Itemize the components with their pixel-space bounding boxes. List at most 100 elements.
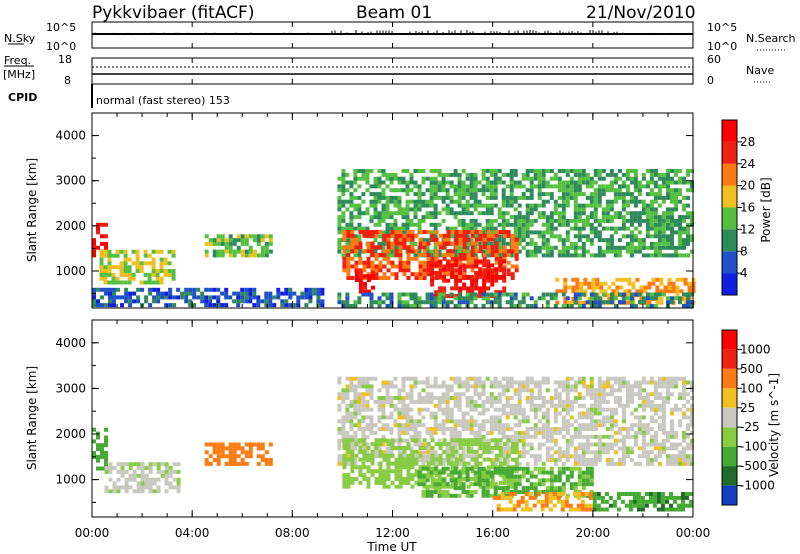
velocity-cell [521,442,526,447]
power-cell [470,278,475,283]
velocity-cell [358,457,363,462]
power-cell [292,291,297,296]
power-cell [494,241,499,246]
power-cell [489,207,494,212]
noise-panel: N.Sky 10^5 10^0 10^5 10^0 N.Search [4,21,796,53]
power-cell [678,300,682,305]
power-cell [354,245,359,250]
velocity-cell [152,462,157,467]
power-cell [224,287,229,292]
velocity-cell [345,454,350,459]
velocity-cell [445,403,450,408]
power-cell [501,192,506,197]
power-cell [490,271,495,275]
power-cell [481,304,486,308]
power-cell [621,199,626,204]
velocity-cell [458,446,463,450]
power-cell [426,268,431,273]
velocity-cell [473,403,478,408]
velocity-cell [421,493,426,498]
power-cell [497,292,502,297]
velocity-cell [441,430,446,435]
power-cell [509,215,514,220]
velocity-cell [401,384,406,389]
power-cell [406,260,411,265]
velocity-cell [144,466,149,470]
power-cell [367,289,371,294]
power-cell [350,276,355,280]
velocity-cell [682,396,686,400]
power-cell [220,303,225,308]
power-cell [454,294,459,299]
power-cell [481,249,486,254]
power-cell [345,207,350,212]
velocity-cell [605,399,610,404]
velocity-cell [425,427,430,431]
velocity-cell [457,461,462,466]
velocity-cell [557,399,562,404]
velocity-cell [661,384,666,389]
power-cell [429,253,434,258]
velocity-cell [517,407,522,412]
power-cell [486,259,491,264]
power-cell [593,169,598,173]
velocity-cell [601,407,606,412]
velocity-cell [641,388,646,393]
velocity-cell [565,446,570,451]
velocity-cell [561,434,566,439]
power-cell [236,295,241,300]
power-cell [647,285,652,290]
power-cell [651,277,656,282]
power-cell [674,222,678,227]
velocity-cell [377,427,382,431]
velocity-cell [617,461,622,466]
power-cell [401,180,406,185]
power-cell [345,172,350,177]
power-cell [575,277,580,282]
power-cell [361,292,366,297]
power-cell [485,195,490,200]
power-cell [629,234,634,239]
power-cell [577,215,582,220]
velocity-cell [481,399,486,404]
power-cell [474,278,479,283]
power-cell [370,245,375,250]
velocity-cell [613,411,618,416]
velocity-cell [413,430,418,435]
power-cell [617,245,622,250]
velocity-cell [132,489,137,494]
power-cell [147,272,152,277]
power-cell [462,272,467,277]
velocity-cell [394,477,399,481]
power-cell [581,169,586,173]
velocity-cell [497,419,502,424]
power-cell [457,296,462,301]
power-cell [653,195,658,200]
power-cell [615,277,620,282]
velocity-cell [366,469,371,474]
power-cell [573,241,578,246]
power-cell [579,300,584,305]
velocity-cell [666,388,670,393]
power-cell [107,257,112,262]
power-cell [465,234,470,239]
power-colorbar-tick-label: 4 [740,266,748,280]
power-cell [139,269,144,273]
velocity-cell [361,461,366,466]
velocity-cell [545,423,550,428]
velocity-cell [104,439,108,444]
power-cell [354,249,359,254]
power-cell [264,303,269,308]
velocity-cell [350,453,355,458]
power-colorbar-tick-label: 16 [740,201,755,215]
power-cell [581,249,586,254]
power-cell [180,295,185,300]
velocity-cell [514,442,519,447]
power-cell [369,304,374,308]
velocity-cell [401,438,406,443]
velocity-cell [140,462,145,467]
velocity-cell [661,450,666,455]
power-cell [437,211,442,216]
power-cell [563,297,568,301]
